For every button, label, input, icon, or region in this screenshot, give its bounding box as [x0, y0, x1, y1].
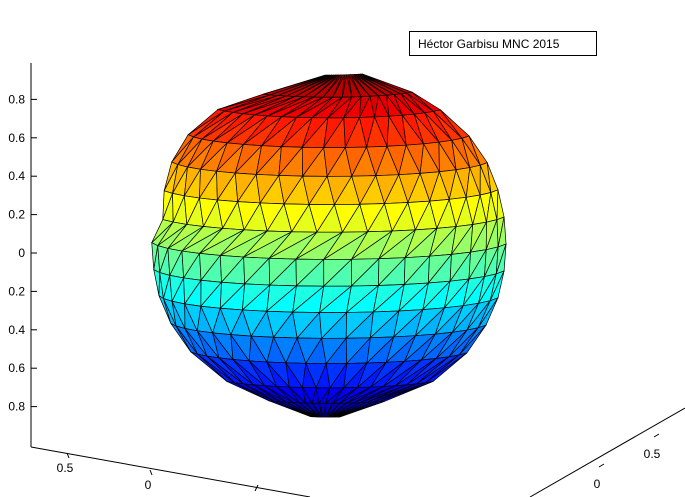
z-tick-label: 0.8 [8, 400, 25, 414]
x-tick-mark [66, 452, 70, 459]
z-tick-label: 0.2 [8, 208, 25, 222]
x-tick-label: 0 [145, 478, 152, 492]
x-tick-mark [254, 484, 259, 492]
z-tick-label: 0.6 [8, 131, 25, 145]
legend-entry: Héctor Garbisu MNC 2015 [418, 36, 560, 51]
sphere-mesh [151, 73, 507, 418]
legend: Héctor Garbisu MNC 2015 [409, 31, 597, 56]
y-axis-line [529, 407, 685, 497]
xy-axis-ticks: 0.5 0 0 0.5 [57, 433, 661, 492]
y-tick-mark [598, 463, 605, 468]
mesh-face [496, 189, 505, 221]
z-axis-ticks: 0.8 0.6 0.4 0.2 0 0.2 0.4 0.6 0.8 [8, 92, 37, 414]
y-tick-mark [653, 433, 660, 438]
x-tick-mark [149, 469, 153, 476]
z-tick-label: 0 [18, 246, 25, 260]
z-tick-label: 0.6 [8, 361, 25, 375]
z-tick-label: 0.2 [8, 284, 25, 298]
y-tick-label: 0 [594, 477, 601, 491]
mesh-face [338, 401, 385, 418]
z-tick-label: 0.8 [8, 92, 25, 106]
x-tick-label: 0.5 [57, 461, 74, 475]
z-tick-label: 0.4 [8, 169, 25, 183]
y-tick-label: 0.5 [644, 447, 661, 461]
z-tick-label: 0.4 [8, 323, 25, 337]
x-axis-line [30, 446, 311, 497]
axes-box [30, 63, 685, 497]
